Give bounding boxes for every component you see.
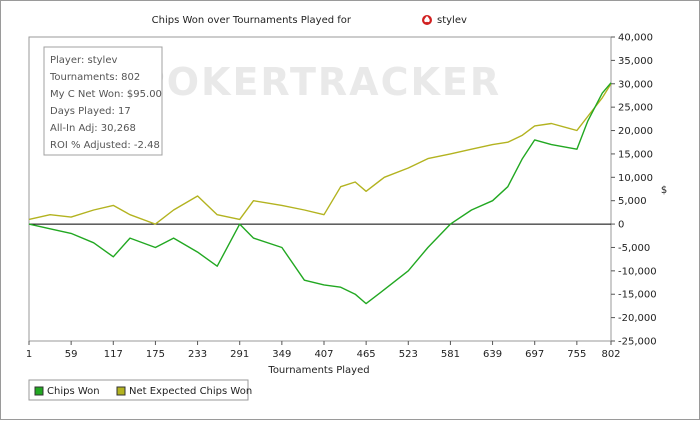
y-tick-label: -5,000 bbox=[618, 243, 650, 254]
stats-player: Player: stylev bbox=[50, 55, 117, 66]
x-tick-label: 802 bbox=[601, 349, 620, 360]
y-tick-label: -15,000 bbox=[618, 290, 657, 301]
legend-label-net-expected: Net Expected Chips Won bbox=[129, 386, 252, 397]
y-tick-label: 35,000 bbox=[618, 56, 653, 67]
x-axis: 1 59 117 175 233 291 349 407 465 523 581 639 697 755 8… bbox=[26, 341, 621, 360]
x-tick-label: 697 bbox=[525, 349, 544, 360]
stats-roi: ROI % Adjusted: -2.48 bbox=[50, 140, 160, 151]
x-axis-label: Tournaments Played bbox=[267, 365, 369, 376]
y-axis-label: $ bbox=[661, 185, 667, 196]
stats-days-played: Days Played: 17 bbox=[50, 106, 131, 117]
x-tick-label: 1 bbox=[26, 349, 32, 360]
chart-title: Chips Won over Tournaments Played for bbox=[152, 15, 352, 26]
poker-spade-icon bbox=[422, 15, 432, 25]
legend-box bbox=[28, 379, 249, 401]
stats-allin-adj: All-In Adj: 30,268 bbox=[50, 123, 136, 134]
y-tick-label: 40,000 bbox=[618, 33, 653, 44]
y-tick-label: 5,000 bbox=[618, 196, 647, 207]
x-tick-label: 581 bbox=[441, 349, 460, 360]
y-tick-label: 10,000 bbox=[618, 173, 653, 184]
y-tick-label: -10,000 bbox=[618, 266, 657, 277]
x-tick-label: 523 bbox=[399, 349, 418, 360]
series-line-net-expected bbox=[28, 83, 612, 225]
stats-tournaments: Tournaments: 802 bbox=[49, 72, 140, 83]
y-tick-label: 20,000 bbox=[618, 126, 653, 137]
x-tick-label: 117 bbox=[104, 349, 123, 360]
x-tick-label: 755 bbox=[567, 349, 586, 360]
stats-box: Player: stylev Tournaments: 802 My C Net… bbox=[43, 46, 163, 156]
legend-label-chips-won: Chips Won bbox=[47, 386, 100, 397]
series-layer bbox=[28, 82, 612, 305]
legend-swatch-chips-won bbox=[34, 386, 44, 396]
player-name: stylev bbox=[437, 15, 467, 26]
y-tick-label: -25,000 bbox=[618, 337, 657, 348]
watermark-text: POKERTRACKER bbox=[137, 60, 501, 104]
series-line-chips-won bbox=[28, 82, 612, 305]
y-tick-label: 25,000 bbox=[618, 103, 653, 114]
x-tick-label: 349 bbox=[272, 349, 291, 360]
y-axis: 40,000 35,000 30,000 25,000 20,000 15,000 10,0… bbox=[611, 33, 657, 348]
stats-net-won: My C Net Won: $95.00 bbox=[50, 89, 162, 100]
x-tick-label: 639 bbox=[483, 349, 502, 360]
x-tick-label: 233 bbox=[188, 349, 207, 360]
x-tick-label: 407 bbox=[314, 349, 333, 360]
title-text: Chips Won over Tournaments Played for bbox=[152, 15, 352, 26]
y-tick-label: 30,000 bbox=[618, 79, 653, 90]
y-tick-label: 15,000 bbox=[618, 149, 653, 160]
x-tick-label: 465 bbox=[357, 349, 376, 360]
legend: Chips Won Net Expected Chips Won bbox=[28, 379, 252, 401]
y-tick-label: 0 bbox=[618, 220, 624, 231]
x-tick-label: 291 bbox=[230, 349, 249, 360]
x-tick-label: 59 bbox=[65, 349, 78, 360]
legend-swatch-net-expected bbox=[116, 386, 126, 396]
y-tick-label: -20,000 bbox=[618, 313, 657, 324]
x-tick-label: 175 bbox=[146, 349, 165, 360]
